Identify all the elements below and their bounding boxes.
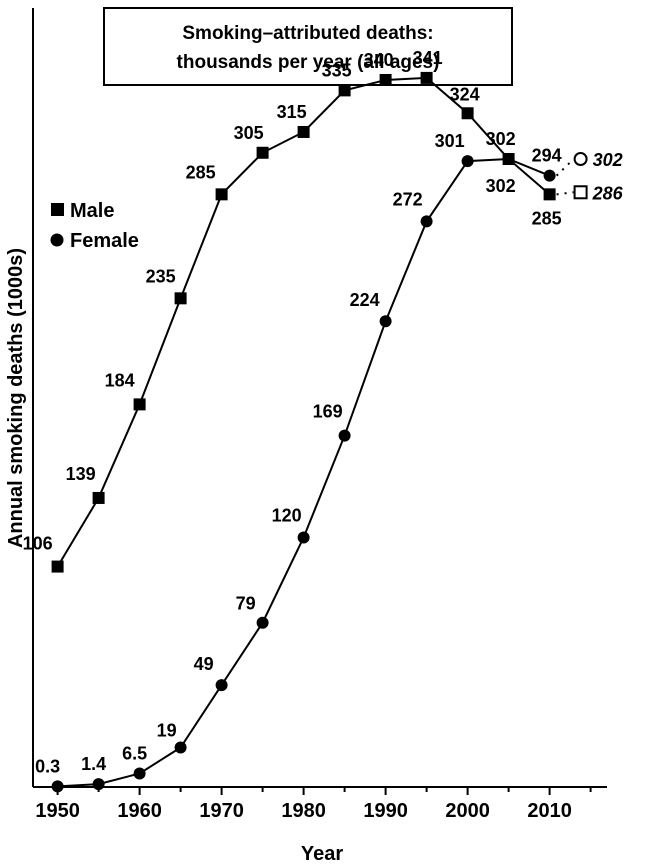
legend-label: Female xyxy=(70,230,139,252)
legend-label: Male xyxy=(70,200,114,222)
data-point-circle xyxy=(256,616,269,629)
projection-point-square xyxy=(573,185,588,200)
y-axis-label: Annual smoking deaths (1000s) xyxy=(5,248,27,548)
data-point-square xyxy=(297,125,310,138)
data-point-square xyxy=(543,188,556,201)
data-label: 169 xyxy=(313,402,343,422)
data-label: 106 xyxy=(23,534,53,554)
y-axis-title: Annual smoking deaths (1000s) xyxy=(5,248,27,548)
data-point-circle xyxy=(51,780,64,793)
data-label: 49 xyxy=(194,654,214,674)
data-label: 285 xyxy=(186,162,216,182)
data-point-circle xyxy=(543,169,556,182)
data-point-circle xyxy=(338,429,351,442)
data-point-square xyxy=(379,73,392,86)
data-point-square xyxy=(92,491,105,504)
chart-title-line-2: thousands per year (all ages) xyxy=(177,52,440,73)
data-point-square xyxy=(256,146,269,159)
data-point-circle xyxy=(92,778,105,791)
data-label: 340 xyxy=(364,50,394,70)
data-label: 272 xyxy=(393,189,423,209)
data-point-square xyxy=(338,84,351,97)
data-label: 305 xyxy=(234,123,264,143)
data-point-circle xyxy=(502,153,515,166)
data-label: 315 xyxy=(277,102,307,122)
axes: 1950 1960 1970 1980 1990 2000 2010 xyxy=(32,8,607,822)
projection-label: 286 xyxy=(592,183,624,203)
data-point-square xyxy=(215,188,228,201)
data-label: 324 xyxy=(450,84,480,104)
data-label: 79 xyxy=(236,594,256,614)
data-label: 294 xyxy=(532,146,562,166)
data-label: 302 xyxy=(486,129,516,149)
series-layer: 106 139 184 235 285 305 315 335 340 341 324 302 285 2… xyxy=(23,48,624,793)
data-label: 0.3 xyxy=(35,756,60,776)
legend-marker-circle xyxy=(50,233,64,247)
data-label: 301 xyxy=(435,131,465,151)
data-label: 19 xyxy=(157,720,177,740)
legend-marker-square xyxy=(51,203,64,216)
data-label: 1.4 xyxy=(81,754,106,774)
data-point-circle xyxy=(420,215,433,228)
data-point-square xyxy=(133,398,146,411)
x-tick-label: 1950 xyxy=(35,800,80,822)
chart-title-line-1: Smoking–attributed deaths: xyxy=(182,23,433,44)
data-point-square xyxy=(461,107,474,120)
data-point-circle xyxy=(379,315,392,328)
data-label: 120 xyxy=(272,505,302,525)
data-point-square xyxy=(420,71,433,84)
x-tick-label: 2010 xyxy=(527,800,572,822)
data-point-circle xyxy=(461,155,474,168)
data-label: 139 xyxy=(66,464,96,484)
x-tick-label: 1990 xyxy=(363,800,408,822)
data-point-circle xyxy=(215,679,228,692)
x-tick-label: 1970 xyxy=(199,800,244,822)
x-tick-label: 1960 xyxy=(117,800,162,822)
data-point-circle xyxy=(174,741,187,754)
data-label: 341 xyxy=(413,48,443,68)
data-label: 235 xyxy=(146,266,176,286)
projection-label: 302 xyxy=(593,150,623,170)
series-male: 106 139 184 235 285 305 315 335 340 341 324 302 285 2… xyxy=(23,48,624,573)
series-line xyxy=(57,157,550,788)
data-point-circle xyxy=(133,767,146,780)
data-label: 335 xyxy=(322,60,352,80)
series-line xyxy=(56,76,551,568)
x-tick-label: 2000 xyxy=(445,800,490,822)
data-label: 184 xyxy=(105,370,135,390)
data-label: 224 xyxy=(350,290,380,310)
x-axis-label: Year xyxy=(301,843,343,865)
series-female: 0.3 1.4 6.5 19 49 79 120 169 224 272 301 302 294 302 xyxy=(35,131,623,793)
data-point-square xyxy=(174,292,187,305)
legend: Male Female xyxy=(50,200,139,252)
data-label: 285 xyxy=(532,208,562,228)
title-box: Smoking–attributed deaths: thousands per… xyxy=(103,7,513,86)
data-label: 302 xyxy=(486,176,516,196)
data-point-circle xyxy=(297,531,310,544)
data-point-square xyxy=(51,560,64,573)
projection-point-circle xyxy=(573,152,588,167)
data-label: 6.5 xyxy=(122,743,147,763)
projection-line xyxy=(556,191,574,196)
x-tick-label: 1980 xyxy=(281,800,326,822)
